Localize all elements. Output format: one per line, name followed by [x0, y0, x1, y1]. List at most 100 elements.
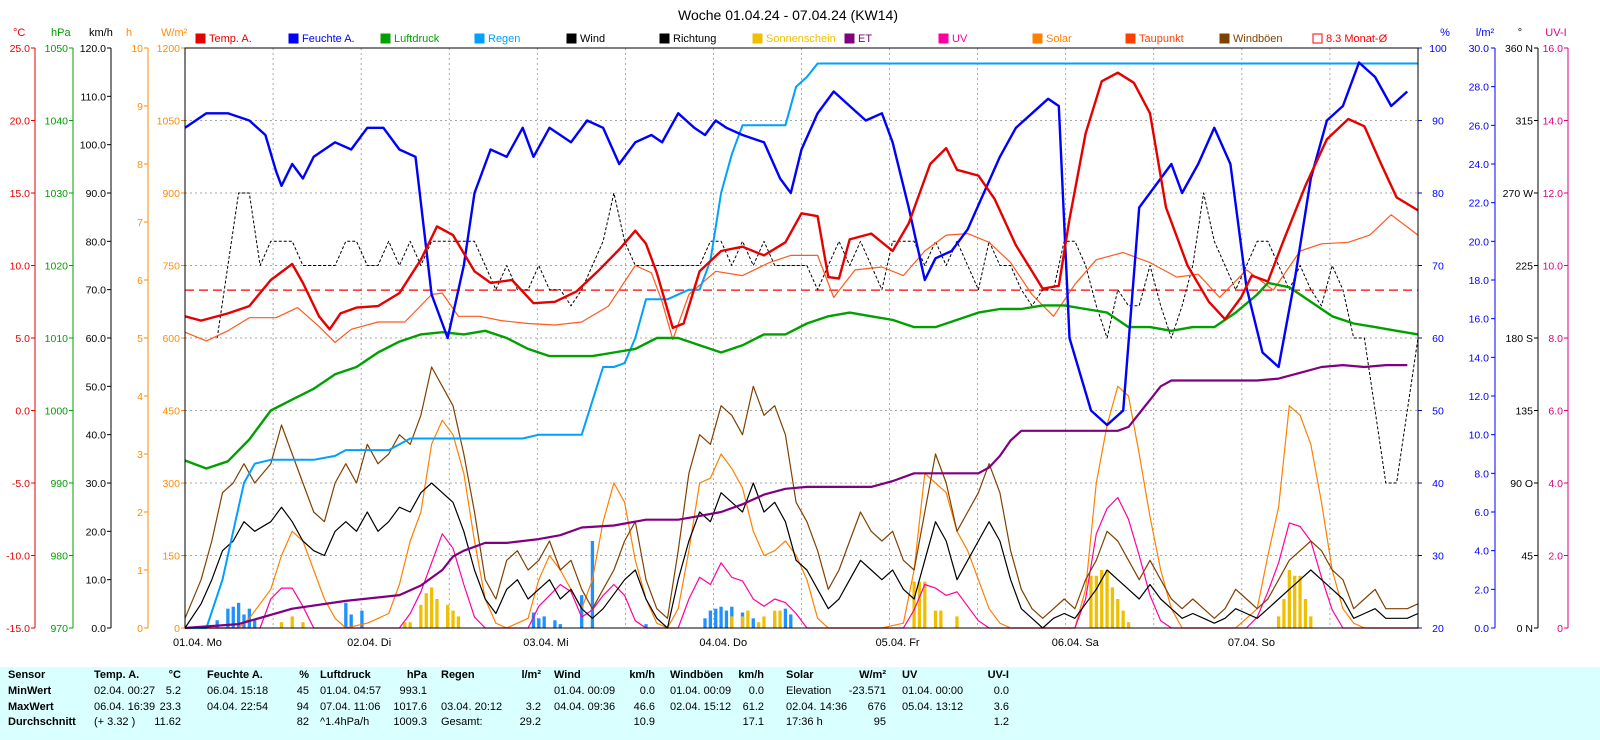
left-axis-tick-label: 980 — [50, 551, 68, 563]
table-cell: 993.1 — [399, 685, 427, 697]
rain-bar — [590, 541, 595, 628]
series-lines — [184, 61, 1419, 630]
left-axis-unit: W/m² — [161, 27, 188, 39]
right-axis-tick-label: 12.0 — [1469, 391, 1490, 403]
chart-background — [0, 0, 1600, 667]
table-cell: 0.0 — [748, 685, 764, 697]
left-axis-tick-label: 3 — [137, 449, 143, 461]
sunshine-bar — [1110, 587, 1115, 628]
left-axis-tick-label: 300 — [162, 478, 180, 490]
sunshine-bar — [1303, 599, 1308, 628]
table-cell: 10.9 — [633, 716, 655, 728]
left-axis-tick-label: 5.0 — [15, 333, 30, 345]
sunshine-bar — [456, 616, 461, 628]
sunshine-bar — [424, 593, 428, 628]
legend-swatch — [1032, 33, 1043, 44]
table-cell: 02.04. 15:12 — [670, 701, 732, 713]
sunshine-bar — [1121, 610, 1125, 628]
left-axis-tick-label: 1050 — [157, 116, 181, 128]
left-axis-tick-label: 20.0 — [10, 116, 31, 128]
x-axis-labels: 01.04. Mo 02.04. Di 03.04. Mi 04.04. Do 05.0… — [173, 637, 1275, 649]
table-header-cell: Wind — [554, 669, 581, 681]
left-axis-tick-label: 0.0 — [15, 406, 30, 418]
table-cell: 17:36 h — [786, 716, 823, 728]
series-line-wind — [184, 482, 1419, 629]
legend-label: Sonnenschein — [766, 33, 836, 45]
sunshine-bar — [1105, 570, 1109, 628]
table-cell: 61.2 — [742, 701, 764, 713]
sunshine-bar — [730, 616, 734, 628]
sunshine-bar — [435, 599, 439, 628]
left-axis-unit: °C — [13, 27, 25, 39]
sunshine-bar — [419, 604, 423, 628]
right-axis-tick-label: 50 — [1432, 406, 1444, 418]
left-axis-tick-label: 990 — [50, 478, 68, 490]
sunshine-bar — [955, 616, 959, 628]
x-axis-day-label: 05.04. Fr — [876, 637, 920, 649]
left-axis-tick-label: 0.0 — [91, 623, 106, 635]
table-cell: (+ 3.32 ) — [94, 716, 136, 728]
series-line-temp-a — [184, 71, 1419, 331]
right-axis-tick-label: 20.0 — [1469, 236, 1490, 248]
sunshine-bar — [429, 587, 434, 628]
right-axis-unit: UV-I — [1545, 27, 1566, 39]
right-axis-tick-label: 360 N — [1505, 43, 1533, 55]
series-line-et — [184, 364, 1408, 630]
left-axis-tick-label: 1200 — [157, 43, 181, 55]
left-axis-tick-label: 4 — [137, 391, 143, 403]
sunshine-bar — [1094, 575, 1098, 628]
table-cell: 1.2 — [993, 716, 1009, 728]
left-axis-tick-label: 60.0 — [86, 333, 107, 345]
series-line-taupunkt — [184, 214, 1419, 343]
table-row-label: Durchschnitt — [8, 716, 76, 728]
left-axis-tick-label: 40.0 — [86, 430, 107, 442]
table-cell: 1009.3 — [393, 716, 427, 728]
table-cell: 03.04. 20:12 — [441, 701, 503, 713]
series-line-luftdruck — [184, 281, 1419, 470]
table-cell: 3.2 — [525, 701, 541, 713]
right-axis-tick-label: 2.0 — [1474, 584, 1489, 596]
table-cell: 676 — [867, 701, 886, 713]
right-axis-tick-label: 90 O — [1510, 478, 1533, 490]
left-axis-tick-label: 1030 — [45, 188, 69, 200]
table-cell: 3.6 — [993, 701, 1009, 713]
legend-swatch — [195, 33, 206, 44]
rain-bar — [537, 618, 541, 628]
table-header-cell: Luftdruck — [320, 669, 371, 681]
series-line-uv — [185, 496, 1418, 629]
right-axis-tick-label: 8.0 — [1548, 333, 1563, 345]
right-axis-tick-label: 225 — [1515, 261, 1533, 273]
rain-bar — [783, 608, 788, 628]
table-cell: 01.04. 00:09 — [670, 685, 732, 697]
left-axis-tick-label: 110.0 — [81, 91, 107, 103]
sunshine-bar — [1282, 599, 1286, 628]
right-axes: % 100 90 80 70 60 50 40 30 20 l/m² 30.0 28.0 26.0 24.0… — [1418, 27, 1569, 635]
legend-label: Taupunkt — [1139, 33, 1184, 45]
legend-label: Wind — [580, 33, 605, 45]
right-axis-tick-label: 70 — [1432, 261, 1444, 273]
table-header-cell: l/m² — [521, 669, 541, 681]
table-header-cell: °C — [168, 669, 181, 681]
sunshine-bar — [1309, 616, 1313, 628]
right-axis-tick-label: 28.0 — [1469, 82, 1490, 94]
right-axis-tick-label: 16.0 — [1469, 314, 1490, 326]
right-axis-unit: % — [1440, 27, 1450, 39]
right-axis-tick-label: 6.0 — [1548, 406, 1563, 418]
left-axis-tick-label: 10 — [131, 43, 143, 55]
table-header-cell: km/h — [738, 669, 764, 681]
x-axis-day-label: 06.04. Sa — [1052, 637, 1100, 649]
legend-label: Feuchte A. — [302, 33, 355, 45]
left-axis-tick-label: 10.0 — [10, 261, 31, 273]
right-axis-tick-label: 30 — [1432, 551, 1444, 563]
sunshine-bar — [1287, 570, 1291, 628]
right-axis-tick-label: 14.0 — [1469, 352, 1490, 364]
rain-bar — [553, 620, 557, 628]
left-axis-tick-label: 0 — [174, 623, 180, 635]
rain-bar — [703, 618, 707, 628]
table-header-cell: W/m² — [859, 669, 886, 681]
table-cell: 02.04. 14:36 — [786, 701, 848, 713]
legend-swatch — [474, 33, 485, 44]
plot-frame — [184, 47, 1419, 629]
rain-bar — [751, 618, 755, 628]
table-cell: 04.04. 22:54 — [207, 701, 269, 713]
